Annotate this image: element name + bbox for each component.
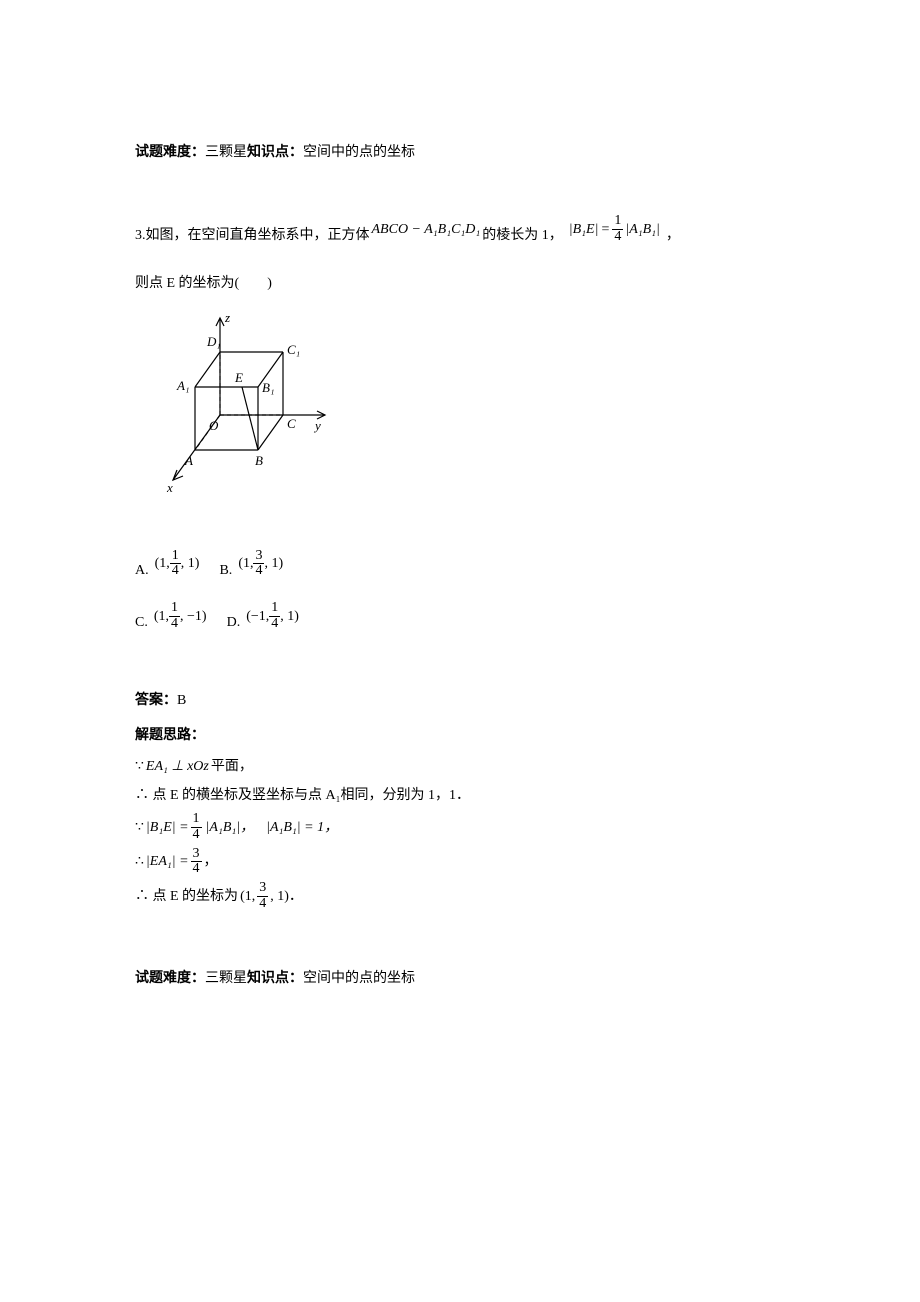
solution-line-3: ∵ |B₁E| = 14 |A₁B₁|， |A₁B₁| = 1，	[135, 812, 785, 842]
solution-line-4: ∴ |EA₁| = 34 ，	[135, 847, 785, 877]
difficulty-label: 试题难度：	[135, 145, 205, 160]
expr-cube: ABCO − A₁B₁C₁D₁	[370, 217, 483, 242]
svg-text:A₁: A₁	[176, 378, 189, 393]
question-stem: 3. 如图，在空间直角坐标系中，正方体 ABCO − A₁B₁C₁D₁ 的棱长为…	[135, 220, 785, 250]
condition-expr: |B₁E| = 14 |A₁B₁|	[563, 214, 666, 244]
footer-knowledge-label: 知识点：	[247, 971, 303, 986]
stem-part1: 如图，在空间直角坐标系中，正方体	[146, 223, 370, 248]
comma: ，	[666, 223, 680, 248]
option-d-value: (−1, 14 , 1)	[246, 601, 299, 631]
answer-value: B	[177, 693, 186, 708]
header-line: 试题难度：三颗星知识点：空间中的点的坐标	[135, 140, 785, 165]
knowledge-value: 空间中的点的坐标	[303, 145, 415, 160]
solution-line-5: ∴ 点 E 的坐标为 (1, 34 , 1)．	[135, 881, 785, 911]
footer-difficulty-value: 三颗星	[205, 971, 247, 986]
stem-part2: 的棱长为 1，	[482, 223, 563, 248]
svg-text:D₁: D₁	[206, 334, 221, 349]
knowledge-label: 知识点：	[247, 145, 303, 160]
option-b-label[interactable]: B.	[219, 558, 232, 585]
options-block: A. (1, 14 , 1) B. (1, 34 , 1) C. (1, 14 …	[135, 555, 785, 638]
answer-line: 答案：B	[135, 688, 785, 713]
option-c-label[interactable]: C.	[135, 610, 148, 637]
svg-text:A: A	[184, 453, 193, 468]
svg-text:C₁: C₁	[287, 342, 300, 357]
solution-label: 解题思路：	[135, 728, 205, 743]
svg-text:O: O	[209, 418, 219, 433]
svg-text:E: E	[234, 370, 243, 385]
option-a-label[interactable]: A.	[135, 558, 149, 585]
svg-text:y: y	[313, 418, 321, 433]
svg-text:x: x	[166, 480, 173, 495]
answer-label: 答案：	[135, 693, 177, 708]
option-c-value: (1, 14 , −1)	[154, 601, 207, 631]
cube-diagram: z D₁ C₁ A₁ E B₁ O C y A B x	[155, 310, 785, 515]
footer-difficulty-label: 试题难度：	[135, 971, 205, 986]
stem-part3: 则点 E 的坐标为( )	[135, 276, 272, 291]
option-d-label[interactable]: D.	[227, 610, 241, 637]
option-a-value: (1, 14 , 1)	[155, 549, 200, 579]
solution-body: ∵ EA₁ ⊥ xOz 平面， ∴ 点 E 的横坐标及竖坐标与点 A₁相同，分别…	[135, 754, 785, 912]
svg-text:C: C	[287, 416, 296, 431]
cube-svg: z D₁ C₁ A₁ E B₁ O C y A B x	[155, 310, 340, 515]
solution-line-2: ∴ 点 E 的横坐标及竖坐标与点 A₁相同，分别为 1，1．	[135, 783, 785, 808]
question-number: 3.	[135, 223, 146, 248]
svg-text:B₁: B₁	[262, 380, 274, 395]
svg-text:z: z	[224, 310, 230, 325]
footer-line: 试题难度：三颗星知识点：空间中的点的坐标	[135, 966, 785, 991]
difficulty-value: 三颗星	[205, 145, 247, 160]
options-row-2: C. (1, 14 , −1) D. (−1, 14 , 1)	[135, 607, 785, 637]
svg-text:B: B	[255, 453, 263, 468]
page: 试题难度：三颗星知识点：空间中的点的坐标 3. 如图，在空间直角坐标系中，正方体…	[0, 0, 920, 1056]
option-b-value: (1, 34 , 1)	[238, 549, 283, 579]
solution-line-1: ∵ EA₁ ⊥ xOz 平面，	[135, 754, 785, 779]
solution-label-line: 解题思路：	[135, 723, 785, 748]
stem-part3-line: 则点 E 的坐标为( )	[135, 271, 785, 296]
options-row-1: A. (1, 14 , 1) B. (1, 34 , 1)	[135, 555, 785, 585]
footer-knowledge-value: 空间中的点的坐标	[303, 971, 415, 986]
